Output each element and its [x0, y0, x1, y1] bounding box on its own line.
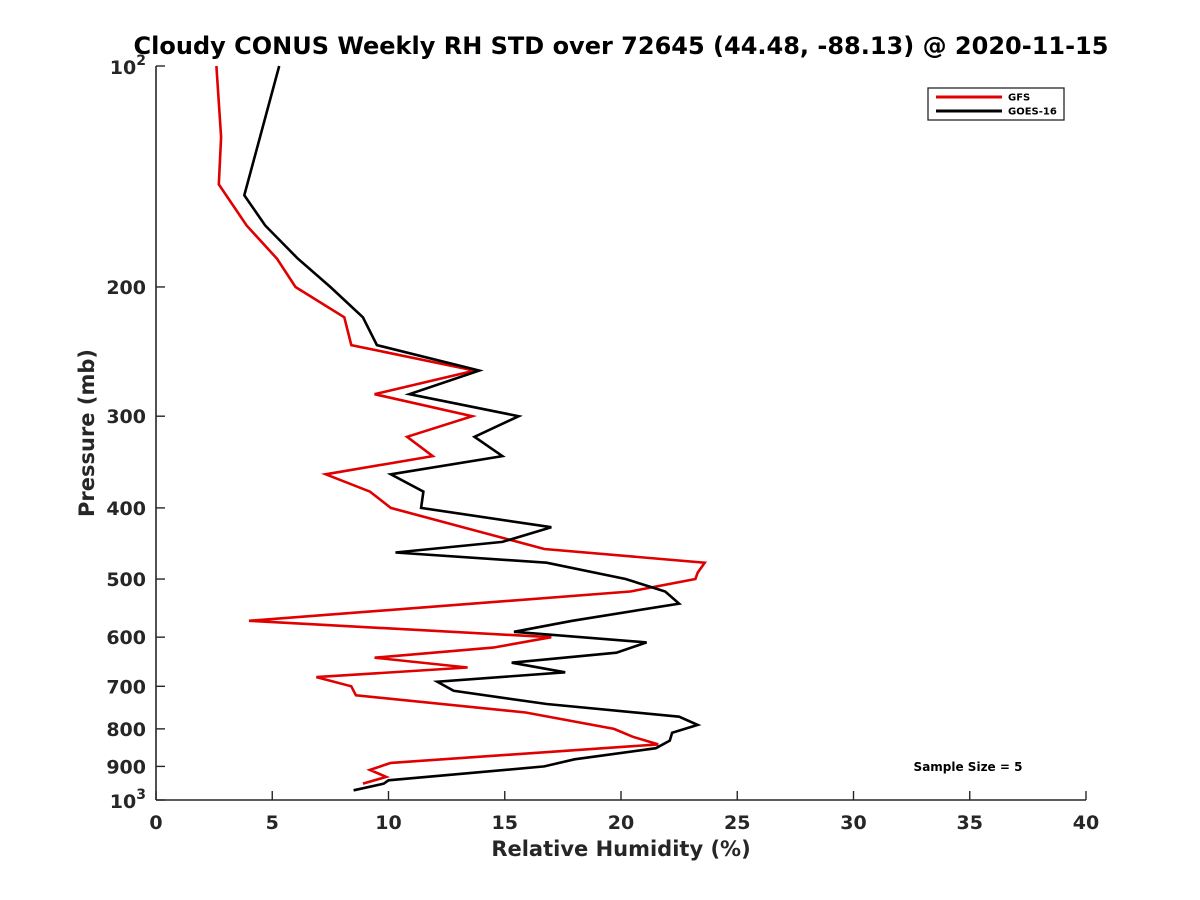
sample-size-annotation: Sample Size = 5	[914, 760, 1023, 774]
legend-label-goes-16: GOES-16	[1008, 107, 1057, 118]
y-tick-label: 700	[106, 676, 146, 698]
series-layer	[215, 65, 708, 792]
legend-box	[927, 87, 1065, 121]
x-tick-label: 30	[840, 812, 866, 834]
x-tick-label: 25	[724, 812, 750, 834]
x-tick-label: 40	[1073, 812, 1099, 834]
y-axis-label: Pressure (mb)	[75, 349, 99, 517]
series-line-gfs	[215, 65, 708, 785]
series-line-goes-16	[242, 65, 702, 792]
y-tick-label: 500	[106, 569, 146, 591]
x-tick-label: 35	[957, 812, 983, 834]
y-tick-label: 900	[106, 756, 146, 778]
y-tick-label: 800	[106, 719, 146, 741]
y-tick-label-exponent: 2	[136, 53, 146, 69]
x-tick-label: 5	[266, 812, 279, 834]
y-tick-label: 200	[106, 277, 146, 299]
x-ticks: 0 5 10 15 20 25 30 35 40	[149, 791, 1099, 834]
x-tick-label: 20	[608, 812, 634, 834]
x-tick-label: 0	[149, 812, 162, 834]
y-tick-label-exponent: 3	[136, 787, 146, 803]
y-tick-label: 103	[110, 787, 146, 813]
y-tick-label-base: 10	[110, 791, 136, 813]
y-tick-label-base: 10	[110, 57, 136, 79]
chart-title: Cloudy CONUS Weekly RH STD over 72645 (4…	[134, 32, 1109, 60]
y-tick-label: 600	[106, 627, 146, 649]
legend: GFS GOES-16	[927, 87, 1065, 121]
x-axis-label: Relative Humidity (%)	[491, 837, 750, 861]
y-tick-label: 300	[106, 406, 146, 428]
x-tick-label: 10	[375, 812, 401, 834]
x-tick-label: 15	[492, 812, 518, 834]
plot-frame	[155, 66, 1086, 801]
y-tick-label: 400	[106, 498, 146, 520]
y-tick-label: 102	[110, 53, 146, 79]
legend-label-gfs: GFS	[1008, 93, 1030, 104]
